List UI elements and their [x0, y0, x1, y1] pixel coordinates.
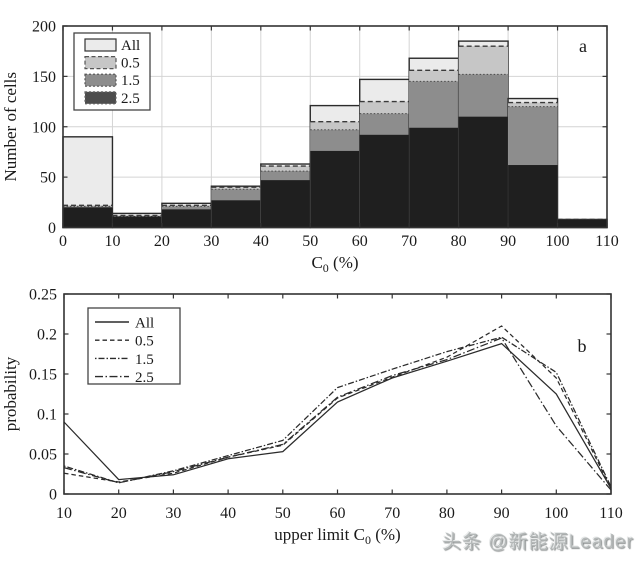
- y-tick-label: 0: [49, 487, 57, 504]
- x-axis-label: upper limit C0 (%): [274, 525, 400, 547]
- y-tick-label: 0.25: [29, 287, 57, 304]
- panel-label-a: a: [579, 36, 587, 56]
- x-tick-label: 80: [439, 505, 455, 522]
- x-tick-label: 20: [111, 505, 127, 522]
- x-tick-label: 40: [253, 233, 269, 250]
- x-tick-label: 100: [544, 505, 568, 522]
- x-tick-label: 10: [56, 505, 72, 522]
- x-tick-label: 60: [352, 233, 368, 250]
- legend-label-1.5: 1.5: [121, 73, 140, 89]
- x-tick-label: 70: [384, 505, 400, 522]
- bar-segment-2.5: [63, 207, 113, 228]
- x-tick-label: 50: [302, 233, 318, 250]
- probability-line-chart-panel-b: 10 20 30 40 50 60 70 80 90 100 110 0 0.05 0.1 0.15 0.2 0…: [1, 287, 623, 548]
- x-axis-label: C0 (%): [311, 253, 358, 275]
- y-tick-label: 0: [48, 220, 56, 237]
- y-tick-label: 0.1: [37, 407, 57, 424]
- legend-label-2.5: 2.5: [135, 370, 154, 386]
- bar-segment-2.5: [359, 134, 410, 228]
- x-tick-label: 110: [599, 505, 622, 522]
- tick-labels: 0 10 20 30 40 50 60 70 80 90 100 110 0 50 100 150 200: [32, 19, 619, 251]
- x-tick-label: 90: [494, 505, 510, 522]
- tick-labels: 10 20 30 40 50 60 70 80 90 100 110 0 0.05 0.1 0.15 0.2 0…: [29, 287, 623, 523]
- bar-segment-2.5: [458, 116, 509, 228]
- legend-label-1.5: 1.5: [135, 352, 154, 368]
- y-axis-label: probability: [1, 356, 20, 431]
- bar-segment-2.5: [508, 165, 558, 228]
- x-tick-label: 30: [203, 233, 219, 250]
- bar-segment-2.5: [260, 180, 311, 228]
- x-tick-label: 30: [165, 505, 181, 522]
- y-tick-label: 200: [32, 19, 56, 36]
- x-tick-label: 110: [595, 233, 618, 250]
- axis-ticks: [63, 293, 612, 495]
- x-tick-label: 80: [451, 233, 467, 250]
- x-tick-label: 100: [546, 233, 570, 250]
- y-tick-label: 0.2: [37, 327, 57, 344]
- y-tick-label: 50: [40, 170, 56, 187]
- bars: [62, 40, 608, 229]
- bar-segment-2.5: [310, 150, 360, 228]
- y-axis-label: Number of cells: [1, 72, 20, 182]
- panel-label-b: b: [578, 336, 587, 356]
- x-tick-label: 0: [59, 233, 67, 250]
- x-tick-label: 60: [330, 505, 346, 522]
- legend-label-All: All: [121, 38, 140, 54]
- bar-segment-2.5: [557, 219, 607, 228]
- y-tick-label: 150: [32, 69, 56, 86]
- bar-segment-2.5: [409, 127, 459, 228]
- legend: All 0.5 1.5 2.5: [87, 307, 181, 386]
- axis-ticks: [62, 25, 608, 229]
- bar-segment-2.5: [112, 216, 162, 228]
- legend-swatch-1.5: [84, 73, 117, 87]
- bar-segment-2.5: [211, 200, 261, 228]
- x-tick-label: 90: [500, 233, 516, 250]
- x-tick-label: 20: [154, 233, 170, 250]
- series-line-1.5: [63, 336, 612, 488]
- legend-swatch-2.5: [84, 91, 117, 105]
- x-tick-label: 40: [220, 505, 236, 522]
- legend-label-2.5: 2.5: [121, 91, 140, 107]
- legend-swatch-All: [84, 38, 117, 52]
- histogram-chart-panel-a: 0 10 20 30 40 50 60 70 80 90 100 110 0 50 100 150 200 C0 …: [1, 19, 619, 276]
- y-tick-label: 0.05: [29, 447, 57, 464]
- legend-label-All: All: [135, 316, 154, 332]
- x-tick-label: 70: [401, 233, 417, 250]
- legend-label-0.5: 0.5: [121, 56, 140, 72]
- legend: All 0.51.5 2.5: [73, 32, 151, 111]
- legend-swatch-0.5: [84, 55, 117, 70]
- x-tick-label: 50: [275, 505, 291, 522]
- x-tick-label: 10: [104, 233, 120, 250]
- bar-segment-2.5: [161, 209, 212, 228]
- legend-label-0.5: 0.5: [135, 334, 154, 350]
- y-tick-label: 100: [32, 119, 56, 136]
- series-line-2.5: [63, 337, 612, 491]
- watermark: 头条 @新能源Leader: [442, 532, 634, 553]
- y-tick-label: 0.15: [29, 367, 57, 384]
- series-lines: [63, 325, 612, 491]
